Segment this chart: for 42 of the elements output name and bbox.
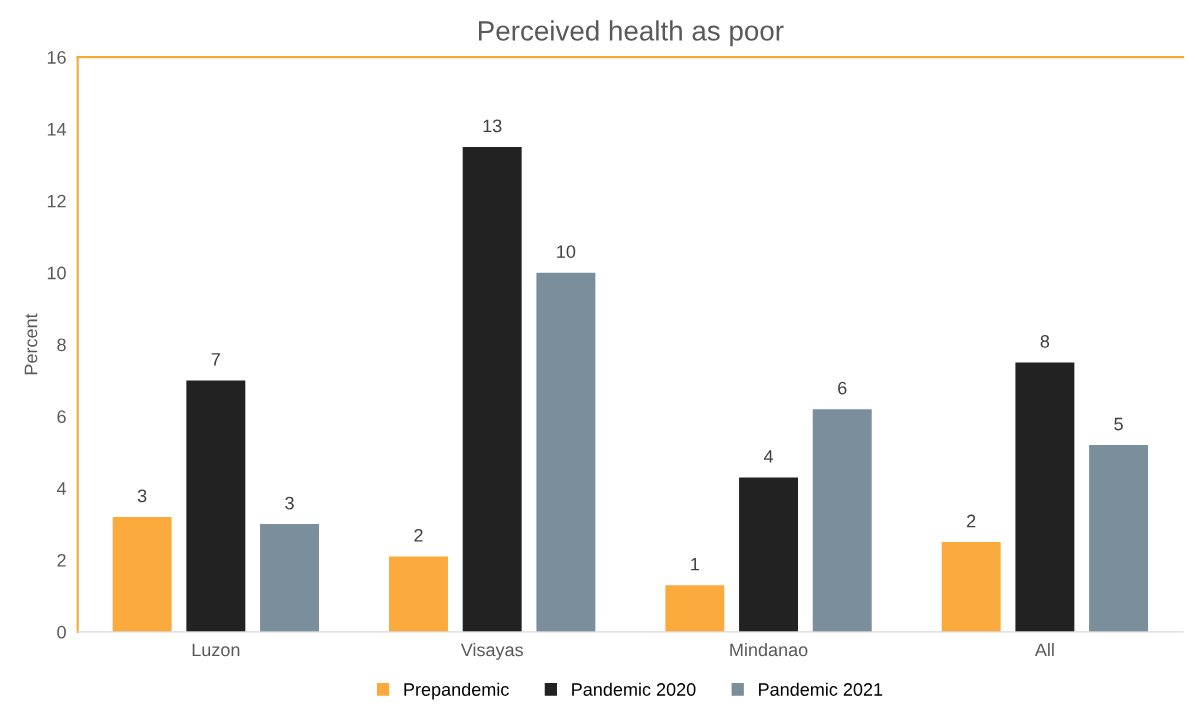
data-label: 5	[1114, 417, 1123, 431]
x-tick-label: Luzon	[192, 643, 240, 657]
y-tick-label: 0	[57, 625, 66, 639]
data-label: 10	[557, 245, 576, 258]
x-tick-label: Visayas	[460, 643, 523, 660]
legend-label: Prepandemic	[404, 682, 509, 700]
data-label: 7	[211, 353, 220, 366]
x-tick-label: Mindanao	[730, 643, 808, 657]
data-label: 2	[967, 514, 976, 528]
y-tick-label: 10	[47, 266, 66, 280]
data-label: 13	[483, 119, 502, 133]
bar	[112, 516, 172, 632]
y-tick-label: 6	[57, 410, 66, 424]
y-tick-label: 8	[57, 338, 66, 352]
bar	[1089, 445, 1149, 632]
data-label: 3	[285, 496, 294, 510]
data-label: 8	[1040, 335, 1050, 348]
y-tick-label: 4	[56, 482, 67, 495]
x-tick-label: All	[1034, 643, 1054, 657]
bar	[536, 272, 596, 632]
y-tick-label: 14	[47, 123, 67, 136]
chart-title: Perceived health as poor	[479, 20, 784, 47]
bar	[389, 556, 448, 632]
bar	[739, 477, 799, 632]
bar	[186, 380, 246, 632]
data-label: 4	[763, 450, 774, 463]
bar	[665, 585, 725, 632]
bar	[462, 146, 522, 632]
y-tick-label: 2	[57, 553, 66, 567]
data-label: 3	[137, 489, 147, 503]
bar	[941, 542, 1001, 632]
data-label: 6	[838, 381, 847, 395]
y-axis-title: Percent	[24, 313, 38, 375]
data-label: 2	[414, 528, 423, 542]
y-tick-label: 12	[47, 194, 66, 208]
data-label: 1	[691, 557, 699, 571]
y-tick-label: 16	[47, 51, 66, 64]
bar	[1015, 362, 1075, 632]
legend-label: Pandemic 2021	[759, 682, 883, 696]
bar	[260, 524, 320, 632]
legend-label: Pandemic 2020	[572, 682, 696, 696]
bar	[812, 409, 872, 632]
